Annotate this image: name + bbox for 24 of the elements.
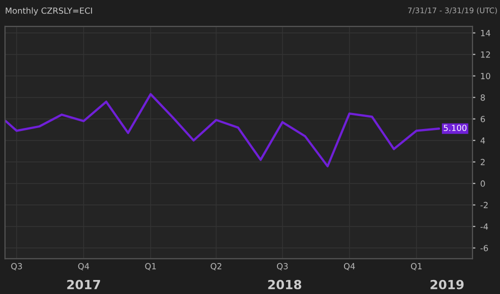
y-tick-label: 12 [481,51,490,58]
chart-title: Monthly CZRSLY=ECI [6,7,92,16]
data-label: 5.100 [444,124,466,132]
x-tick-label: Q1 [410,263,422,270]
x2-tick-label: 2017 [67,280,100,290]
x-tick-label: Q1 [145,263,156,270]
y-tick-label: 4 [480,138,485,144]
y-tick-label: -6 [480,244,488,252]
y-tick-label: 2 [480,158,485,166]
y-tick-label: 8 [480,94,485,101]
y-tick-label: -4 [480,224,488,230]
y-tick-label: 14 [481,30,490,36]
x2-tick-label: 2019 [430,280,464,290]
x-tick-label: Q4 [344,263,355,270]
y-tick-label: 6 [480,116,485,122]
x-tick-label: Q3 [276,263,288,270]
y-tick-label: -2 [480,202,488,208]
x-tick-label: Q4 [78,263,90,270]
x-tick-label: Q3 [11,263,22,270]
y-tick-label: 0 [480,180,485,187]
x2-tick-label: 2018 [268,280,302,290]
x-tick-label: Q2 [210,263,222,270]
line-series [5,93,440,168]
y-tick-label: 10 [481,72,490,80]
